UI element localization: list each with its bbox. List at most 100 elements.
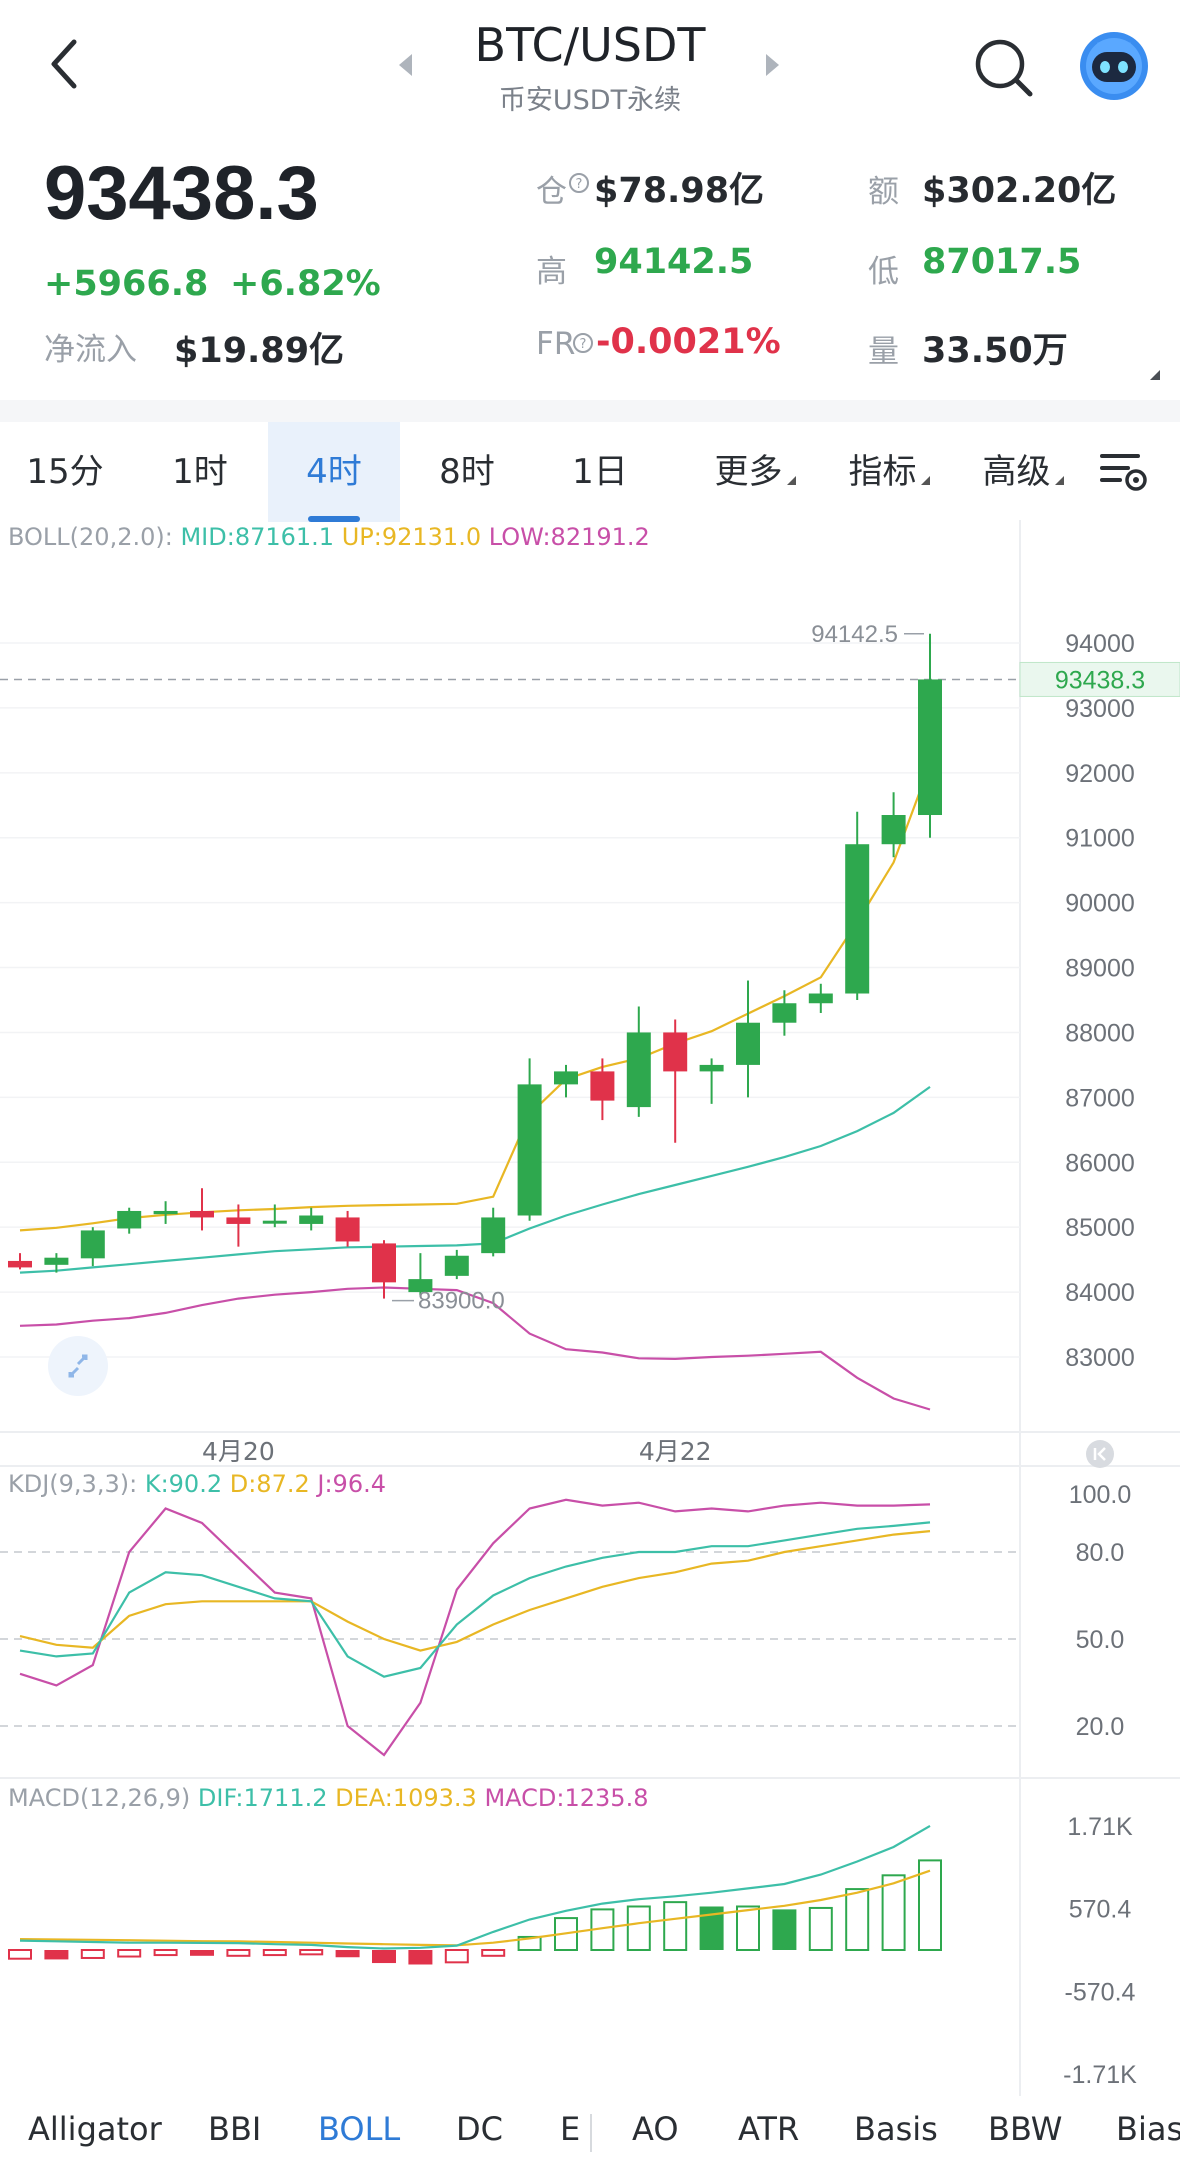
candle-body [299,1215,324,1224]
search-icon[interactable] [972,36,1036,100]
tab-more[interactable]: 更多 [690,422,820,522]
candle-body [481,1217,506,1254]
price-tick-label: 91000 [1065,825,1135,853]
indicator-tab-bbi[interactable]: BBI [208,2110,262,2148]
date-tick-label: 4月20 [202,1437,275,1466]
indicator-tab-boll[interactable]: BOLL [318,2110,401,2148]
macd-histogram-bar [117,1949,142,1958]
tab-8h[interactable]: 8时 [439,452,495,492]
macd-tick-label: 570.4 [1069,1896,1132,1924]
current-price-label: 93438.3 [1055,666,1145,694]
indicator-tab-ao[interactable]: AO [632,2110,679,2148]
macd-histogram-bar [881,1874,906,1951]
macd-tick-label: -1.71K [1063,2061,1137,2089]
symbol-title[interactable]: BTC/USDT [474,18,706,72]
macd-tick-label: -570.4 [1065,1978,1136,2006]
timeframe-tabs: 15分 1时 4时 8时 1日 更多 指标 高级 [0,422,1180,522]
boll-mid-line [19,1086,931,1274]
dropdown-caret-icon [920,476,930,485]
indicator-tab-atr[interactable]: ATR [738,2110,800,2148]
low-label: 低 [868,254,899,290]
candle-body [153,1210,178,1215]
kdj-d-line [19,1530,931,1652]
kdj-tick-label: 20.0 [1076,1713,1125,1741]
candle-body [444,1255,469,1276]
candle-body [736,1022,760,1065]
macd-histogram-bar [299,1949,324,1956]
candle-body [663,1032,688,1072]
kdj-k-line [19,1521,931,1678]
macd-histogram-bar [262,1949,287,1957]
price-tick-label: 85000 [1065,1214,1135,1242]
svg-text:?: ? [580,337,587,352]
indicator-tab-e[interactable]: E [560,2110,581,2148]
tab-advanced[interactable]: 高级 [958,422,1088,522]
indicator-tab-basis[interactable]: Basis [854,2110,938,2148]
amount-value: $302.20亿 [922,171,1117,211]
high-value: 94142.5 [594,242,754,282]
candle-body [372,1243,396,1283]
macd-histogram-bar [626,1905,651,1951]
macd-histogram-bar [226,1949,251,1957]
candle-body [335,1217,360,1242]
dropdown-caret-icon [1054,476,1064,485]
price-tick-label: 94000 [1065,630,1135,658]
date-tick-label: 4月22 [639,1437,712,1466]
next-symbol-triangle-right-icon[interactable] [762,52,782,78]
price-tick-label: 87000 [1065,1084,1135,1112]
funding-info-question-icon[interactable]: ? [572,332,594,354]
candle-body [117,1210,142,1229]
volume-value: 33.50万 [922,331,1068,371]
info-question-icon[interactable]: ? [568,172,590,194]
macd-histogram-bar [772,1909,797,1950]
price-tick-label: 86000 [1065,1149,1135,1177]
indicator-tab-bias[interactable]: Bias [1116,2110,1180,2148]
tab-4h[interactable]: 4时 [268,422,400,522]
macd-dea-line [19,1869,931,1947]
active-tab-indicator [308,516,360,522]
tab-1d[interactable]: 1日 [572,452,628,492]
kline-chart[interactable]: 94000 93000 92000 91000 90000 89000 88000 87000… [0,0,1180,2100]
prev-symbol-triangle-left-icon[interactable] [396,52,416,78]
netflow-value: $19.89亿 [174,331,345,371]
indicator-tab-dc[interactable]: DC [456,2110,503,2148]
candle-body [590,1071,615,1101]
macd-histogram-bar [481,1949,506,1957]
indicator-tab-alligator[interactable]: Alligator [28,2110,162,2148]
candle-body [772,1003,797,1023]
fullscreen-button[interactable] [48,1336,108,1396]
macd-histogram-bar [335,1950,360,1958]
scroll-to-latest-button[interactable] [1086,1440,1114,1468]
macd-histogram-bar [918,1859,942,1952]
chart-settings-icon[interactable] [1098,448,1150,496]
kdj-tick-label: 50.0 [1076,1626,1125,1654]
candle-body [554,1071,578,1085]
candle-body [918,679,942,816]
amount-label: 额 [868,174,899,210]
expand-arrows-icon [68,1354,88,1378]
macd-histogram-bar [8,1949,32,1960]
boll-upper-line [19,763,932,1232]
volume-label: 量 [868,334,899,370]
candle-body [262,1220,287,1224]
candle-body [845,844,870,994]
expand-corner-icon[interactable] [1148,368,1162,382]
indicator-tab-bbw[interactable]: BBW [988,2110,1063,2148]
candle-body [80,1230,105,1259]
price-tick-label: 90000 [1065,890,1135,918]
open-interest-value: $78.98亿 [594,171,765,211]
kdj-tick-label: 100.0 [1069,1481,1132,1509]
tab-15m[interactable]: 15分 [26,452,104,492]
robot-avatar-icon[interactable] [1078,30,1150,102]
last-price: 93438.3 [44,151,319,236]
tab-1h[interactable]: 1时 [172,452,228,492]
tab-group-divider [590,2114,592,2152]
candle-body [190,1210,214,1218]
funding-rate-label: FR [536,326,576,362]
price-tick-label: 89000 [1065,955,1135,983]
tab-indicators[interactable]: 指标 [824,422,954,522]
macd-tick-label: 1.71K [1067,1813,1133,1841]
macd-histogram-bar [153,1949,178,1957]
back-chevron-left-icon[interactable] [44,36,84,92]
price-tick-label: 93000 [1065,695,1135,723]
